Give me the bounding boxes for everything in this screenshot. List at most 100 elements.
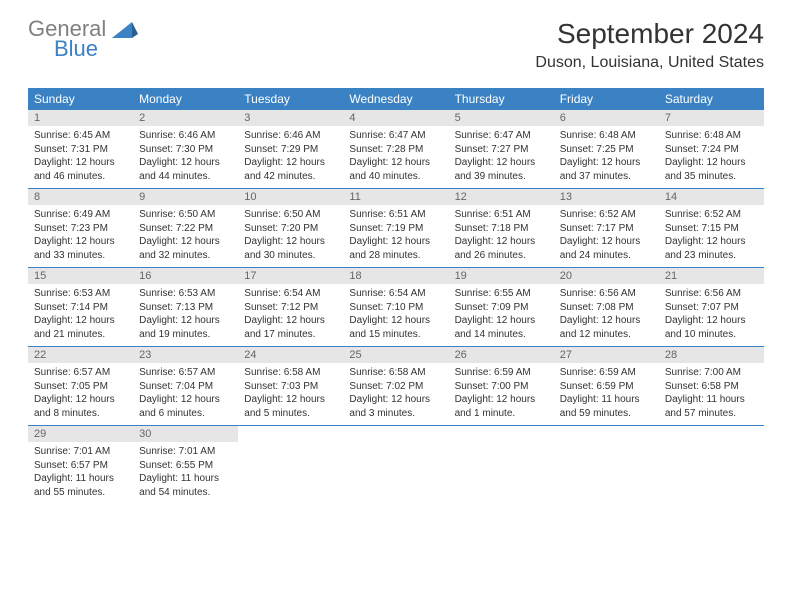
day-content: Sunrise: 6:57 AMSunset: 7:05 PMDaylight:…: [28, 363, 133, 424]
day-number: 24: [238, 347, 343, 363]
day-cell: 15Sunrise: 6:53 AMSunset: 7:14 PMDayligh…: [28, 268, 133, 346]
day-number: 1: [28, 110, 133, 126]
week-row: 29Sunrise: 7:01 AMSunset: 6:57 PMDayligh…: [28, 426, 764, 504]
day-content: Sunrise: 6:51 AMSunset: 7:18 PMDaylight:…: [449, 205, 554, 266]
day-number: 10: [238, 189, 343, 205]
day-number: 7: [659, 110, 764, 126]
day-header: Sunday: [28, 88, 133, 110]
day-number: 16: [133, 268, 238, 284]
day-number: 12: [449, 189, 554, 205]
day-number: 3: [238, 110, 343, 126]
day-cell: 7Sunrise: 6:48 AMSunset: 7:24 PMDaylight…: [659, 110, 764, 188]
day-header: Monday: [133, 88, 238, 110]
day-cell: 8Sunrise: 6:49 AMSunset: 7:23 PMDaylight…: [28, 189, 133, 267]
calendar: SundayMondayTuesdayWednesdayThursdayFrid…: [28, 88, 764, 504]
day-cell: 19Sunrise: 6:55 AMSunset: 7:09 PMDayligh…: [449, 268, 554, 346]
day-headers-row: SundayMondayTuesdayWednesdayThursdayFrid…: [28, 88, 764, 110]
day-number: 27: [554, 347, 659, 363]
day-cell: 9Sunrise: 6:50 AMSunset: 7:22 PMDaylight…: [133, 189, 238, 267]
logo-triangle-icon: [112, 20, 138, 40]
day-cell: 22Sunrise: 6:57 AMSunset: 7:05 PMDayligh…: [28, 347, 133, 425]
weeks-container: 1Sunrise: 6:45 AMSunset: 7:31 PMDaylight…: [28, 110, 764, 504]
day-number: 20: [554, 268, 659, 284]
day-cell: 28Sunrise: 7:00 AMSunset: 6:58 PMDayligh…: [659, 347, 764, 425]
day-cell: 14Sunrise: 6:52 AMSunset: 7:15 PMDayligh…: [659, 189, 764, 267]
day-content: Sunrise: 6:59 AMSunset: 7:00 PMDaylight:…: [449, 363, 554, 424]
day-number: 13: [554, 189, 659, 205]
week-row: 15Sunrise: 6:53 AMSunset: 7:14 PMDayligh…: [28, 268, 764, 347]
day-number: 18: [343, 268, 448, 284]
day-header: Thursday: [449, 88, 554, 110]
day-number: 28: [659, 347, 764, 363]
day-cell: [343, 426, 448, 504]
day-content: Sunrise: 6:58 AMSunset: 7:02 PMDaylight:…: [343, 363, 448, 424]
day-cell: 30Sunrise: 7:01 AMSunset: 6:55 PMDayligh…: [133, 426, 238, 504]
day-header: Saturday: [659, 88, 764, 110]
day-number: 4: [343, 110, 448, 126]
day-content: Sunrise: 7:00 AMSunset: 6:58 PMDaylight:…: [659, 363, 764, 424]
day-content: Sunrise: 7:01 AMSunset: 6:55 PMDaylight:…: [133, 442, 238, 503]
day-content: Sunrise: 6:50 AMSunset: 7:22 PMDaylight:…: [133, 205, 238, 266]
day-cell: 12Sunrise: 6:51 AMSunset: 7:18 PMDayligh…: [449, 189, 554, 267]
day-content: Sunrise: 6:50 AMSunset: 7:20 PMDaylight:…: [238, 205, 343, 266]
day-cell: 23Sunrise: 6:57 AMSunset: 7:04 PMDayligh…: [133, 347, 238, 425]
header: General Blue September 2024 Duson, Louis…: [0, 0, 792, 80]
week-row: 1Sunrise: 6:45 AMSunset: 7:31 PMDaylight…: [28, 110, 764, 189]
day-cell: 20Sunrise: 6:56 AMSunset: 7:08 PMDayligh…: [554, 268, 659, 346]
day-content: Sunrise: 6:52 AMSunset: 7:15 PMDaylight:…: [659, 205, 764, 266]
day-header: Wednesday: [343, 88, 448, 110]
day-number: 23: [133, 347, 238, 363]
day-number: 19: [449, 268, 554, 284]
day-cell: 6Sunrise: 6:48 AMSunset: 7:25 PMDaylight…: [554, 110, 659, 188]
day-number: 5: [449, 110, 554, 126]
day-cell: 17Sunrise: 6:54 AMSunset: 7:12 PMDayligh…: [238, 268, 343, 346]
day-content: Sunrise: 6:49 AMSunset: 7:23 PMDaylight:…: [28, 205, 133, 266]
day-number: 9: [133, 189, 238, 205]
day-content: Sunrise: 6:59 AMSunset: 6:59 PMDaylight:…: [554, 363, 659, 424]
day-number: 6: [554, 110, 659, 126]
logo-word-blue: Blue: [54, 38, 106, 60]
day-number: 14: [659, 189, 764, 205]
day-cell: [659, 426, 764, 504]
day-number: 30: [133, 426, 238, 442]
day-cell: 5Sunrise: 6:47 AMSunset: 7:27 PMDaylight…: [449, 110, 554, 188]
day-number: 26: [449, 347, 554, 363]
logo-text: General Blue: [28, 18, 106, 60]
day-number: 8: [28, 189, 133, 205]
week-row: 8Sunrise: 6:49 AMSunset: 7:23 PMDaylight…: [28, 189, 764, 268]
day-cell: [449, 426, 554, 504]
day-number: 25: [343, 347, 448, 363]
day-content: Sunrise: 6:56 AMSunset: 7:07 PMDaylight:…: [659, 284, 764, 345]
day-cell: 21Sunrise: 6:56 AMSunset: 7:07 PMDayligh…: [659, 268, 764, 346]
day-cell: 25Sunrise: 6:58 AMSunset: 7:02 PMDayligh…: [343, 347, 448, 425]
day-content: Sunrise: 6:48 AMSunset: 7:25 PMDaylight:…: [554, 126, 659, 187]
day-cell: [238, 426, 343, 504]
day-content: Sunrise: 6:46 AMSunset: 7:29 PMDaylight:…: [238, 126, 343, 187]
month-title: September 2024: [535, 18, 764, 50]
day-content: Sunrise: 6:52 AMSunset: 7:17 PMDaylight:…: [554, 205, 659, 266]
day-content: Sunrise: 6:47 AMSunset: 7:28 PMDaylight:…: [343, 126, 448, 187]
day-header: Tuesday: [238, 88, 343, 110]
day-number: 21: [659, 268, 764, 284]
day-number: 17: [238, 268, 343, 284]
day-content: Sunrise: 6:58 AMSunset: 7:03 PMDaylight:…: [238, 363, 343, 424]
day-cell: 11Sunrise: 6:51 AMSunset: 7:19 PMDayligh…: [343, 189, 448, 267]
day-content: Sunrise: 6:51 AMSunset: 7:19 PMDaylight:…: [343, 205, 448, 266]
day-cell: 24Sunrise: 6:58 AMSunset: 7:03 PMDayligh…: [238, 347, 343, 425]
day-cell: 4Sunrise: 6:47 AMSunset: 7:28 PMDaylight…: [343, 110, 448, 188]
day-cell: 18Sunrise: 6:54 AMSunset: 7:10 PMDayligh…: [343, 268, 448, 346]
day-content: Sunrise: 6:57 AMSunset: 7:04 PMDaylight:…: [133, 363, 238, 424]
day-cell: 3Sunrise: 6:46 AMSunset: 7:29 PMDaylight…: [238, 110, 343, 188]
day-cell: 27Sunrise: 6:59 AMSunset: 6:59 PMDayligh…: [554, 347, 659, 425]
day-number: 22: [28, 347, 133, 363]
day-content: Sunrise: 6:54 AMSunset: 7:10 PMDaylight:…: [343, 284, 448, 345]
day-number: 15: [28, 268, 133, 284]
day-content: Sunrise: 6:45 AMSunset: 7:31 PMDaylight:…: [28, 126, 133, 187]
day-content: Sunrise: 7:01 AMSunset: 6:57 PMDaylight:…: [28, 442, 133, 503]
day-content: Sunrise: 6:55 AMSunset: 7:09 PMDaylight:…: [449, 284, 554, 345]
day-content: Sunrise: 6:46 AMSunset: 7:30 PMDaylight:…: [133, 126, 238, 187]
location-text: Duson, Louisiana, United States: [535, 54, 764, 72]
day-cell: 29Sunrise: 7:01 AMSunset: 6:57 PMDayligh…: [28, 426, 133, 504]
day-cell: 26Sunrise: 6:59 AMSunset: 7:00 PMDayligh…: [449, 347, 554, 425]
day-cell: 16Sunrise: 6:53 AMSunset: 7:13 PMDayligh…: [133, 268, 238, 346]
